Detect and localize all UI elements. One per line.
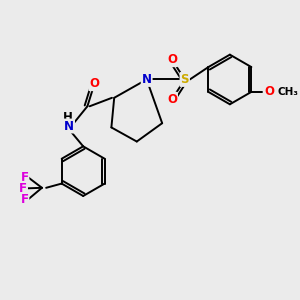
Text: CH₃: CH₃ [278,87,298,97]
Text: F: F [20,193,28,206]
Text: S: S [181,73,189,86]
Text: N: N [64,119,74,133]
Text: O: O [89,77,100,90]
Text: O: O [265,85,275,98]
Text: N: N [142,73,152,86]
Text: F: F [19,182,27,195]
Text: F: F [20,171,28,184]
Text: O: O [167,93,177,106]
Text: H: H [63,111,73,124]
Text: O: O [167,53,177,66]
